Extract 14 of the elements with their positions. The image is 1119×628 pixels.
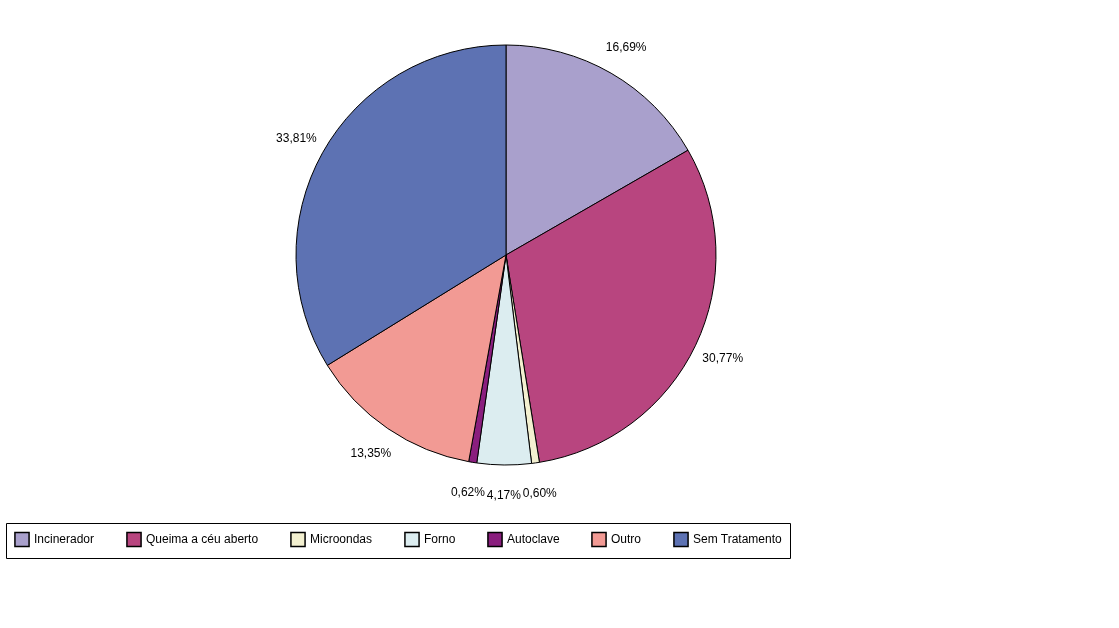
legend-label: Forno [424, 532, 456, 547]
legend-label: Microondas [310, 532, 373, 547]
data-label: 13,35% [350, 446, 392, 461]
legend-label: Queima a céu aberto [146, 532, 259, 547]
legend-label: Sem Tratamento [693, 532, 783, 547]
data-label: 4,17% [486, 487, 522, 502]
legend-label: Autoclave [507, 532, 561, 547]
data-label: 0,60% [522, 485, 558, 500]
legend-label: Outro [611, 532, 642, 547]
data-label: 0,62% [450, 484, 486, 499]
data-label: 16,69% [605, 40, 647, 55]
legend-label: Incinerador [34, 532, 95, 547]
data-label: 30,77% [702, 351, 744, 366]
data-label: 33,81% [276, 131, 318, 146]
